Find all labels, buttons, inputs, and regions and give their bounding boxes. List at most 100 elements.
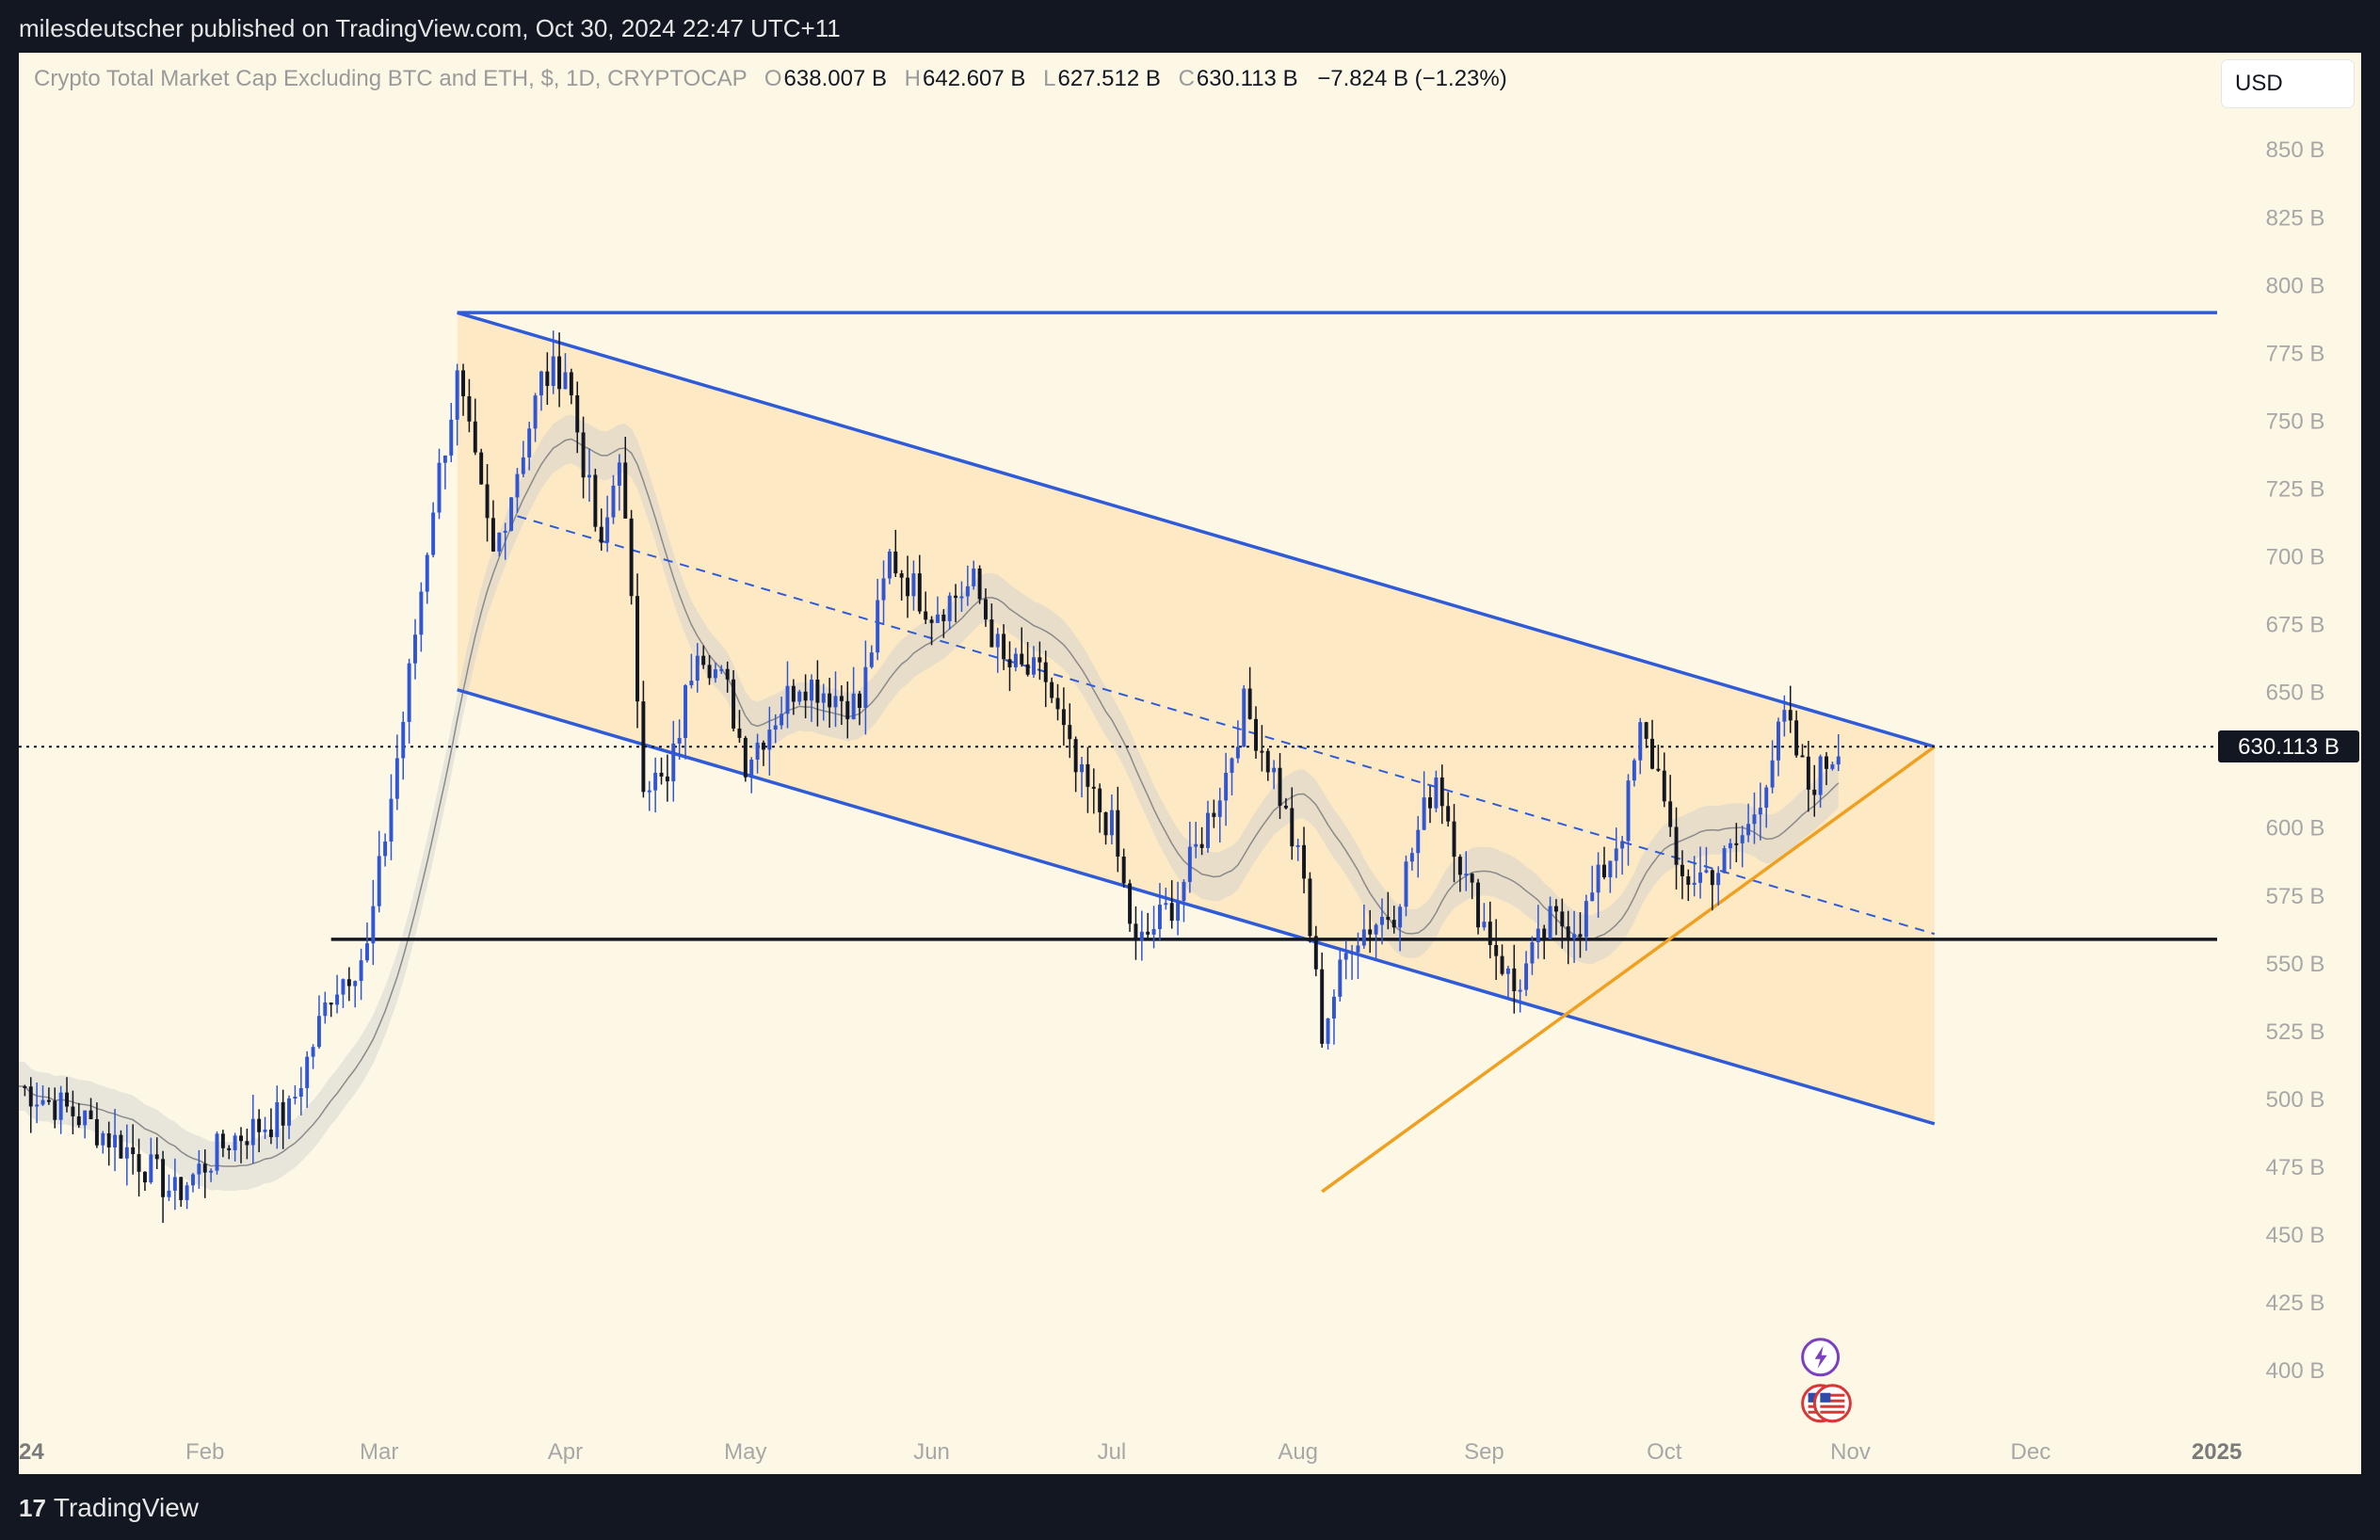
candle-body <box>1338 959 1343 997</box>
candle-body <box>377 856 381 906</box>
candle-body <box>851 693 856 720</box>
candle-body <box>1638 722 1643 761</box>
candle-body <box>293 1096 298 1099</box>
currency-button[interactable]: USD <box>2222 60 2354 107</box>
price-chart[interactable]: 850 B 825 B 800 B 775 B 750 B 725 B 700 B 675 B… <box>19 53 2361 1474</box>
candle-body <box>1404 861 1408 907</box>
us-flag-icon <box>1812 1384 1852 1423</box>
candle-body <box>906 577 910 597</box>
y-tick-label: 850 B <box>2266 137 2325 163</box>
candle-body <box>1409 853 1414 862</box>
candle-body <box>791 685 796 702</box>
candle-body <box>1182 881 1186 902</box>
x-tick-label: Mar <box>360 1439 398 1465</box>
candle-body <box>401 721 406 759</box>
candle-body <box>761 742 765 750</box>
candle-body <box>257 1118 262 1132</box>
y-tick-label: 800 B <box>2266 273 2325 298</box>
candle-body <box>497 532 502 552</box>
candle-body <box>899 573 904 578</box>
candle-body <box>869 652 874 667</box>
candle-body <box>1157 905 1162 929</box>
candle-body <box>551 356 555 387</box>
candle-body <box>707 665 712 679</box>
brand-name[interactable]: TradingView <box>53 1493 200 1522</box>
candle-body <box>1260 750 1264 753</box>
candle-body <box>1614 848 1618 861</box>
candle-body <box>1596 864 1600 893</box>
candle-body <box>263 1129 267 1132</box>
candle-body <box>743 737 748 778</box>
candle-body <box>364 943 369 961</box>
candle-body <box>929 619 934 623</box>
channel-upper <box>457 311 1936 748</box>
y-tick-label: 475 B <box>2266 1155 2325 1180</box>
candle-body <box>509 497 514 531</box>
candle-body <box>197 1163 201 1175</box>
candle-body <box>954 595 958 599</box>
candle-body <box>1398 906 1403 928</box>
candle-body <box>1247 688 1252 719</box>
candle-body <box>1668 801 1673 827</box>
x-tick-label: 2024 <box>19 1439 44 1465</box>
candle-body <box>629 518 634 597</box>
candle-body <box>959 596 964 599</box>
candle-body <box>329 1003 333 1005</box>
candle-body <box>797 691 802 702</box>
candle-body <box>1308 878 1312 937</box>
candle-body <box>1007 659 1012 667</box>
candle-body <box>1116 810 1120 857</box>
candle-body <box>1290 808 1295 847</box>
candle-body <box>1356 945 1360 953</box>
candle-body <box>1548 906 1552 939</box>
candle-body <box>1206 812 1210 848</box>
close-label: C <box>1178 66 1195 91</box>
candle-body <box>101 1133 105 1146</box>
candle-body <box>467 395 472 422</box>
candle-body <box>1758 807 1762 815</box>
y-tick-label: 525 B <box>2266 1019 2325 1045</box>
candle-body <box>755 742 760 760</box>
candle-body <box>737 728 742 738</box>
candle-body <box>887 551 892 579</box>
symbol-title: Crypto Total Market Cap Excluding BTC an… <box>34 66 748 91</box>
candle-body <box>1032 657 1036 675</box>
candle-body <box>1770 760 1775 788</box>
candle-body <box>1680 864 1684 876</box>
candle-body <box>1788 710 1793 721</box>
candle-body <box>1553 906 1558 912</box>
candle-body <box>1560 911 1565 927</box>
candle-body <box>1199 843 1204 848</box>
candle-body <box>1764 787 1769 808</box>
x-tick-label: Sep <box>1464 1439 1504 1465</box>
y-tick-label: 700 B <box>2266 545 2325 570</box>
candle-body <box>1446 806 1451 822</box>
y-tick-label: 400 B <box>2266 1358 2325 1384</box>
candle-body <box>461 370 466 396</box>
candle-body <box>250 1118 255 1146</box>
candle-body <box>185 1185 189 1200</box>
candle-body <box>1265 750 1270 773</box>
candle-body <box>984 599 988 620</box>
candle-body <box>239 1135 243 1142</box>
candle-body <box>845 700 850 720</box>
candle-body <box>1254 718 1258 751</box>
candle-body <box>1098 788 1102 812</box>
candle-body <box>1704 870 1709 873</box>
candle-body <box>335 994 340 1005</box>
candle-body <box>1091 786 1096 789</box>
candle-body <box>1368 929 1373 935</box>
candle-body <box>539 371 543 396</box>
candle-body <box>1836 756 1841 765</box>
candle-body <box>924 611 928 620</box>
high-label: H <box>904 66 921 91</box>
x-tick-label: Aug <box>1278 1439 1318 1465</box>
candle-body <box>1224 772 1229 801</box>
candle-body <box>1656 768 1661 771</box>
chart-area[interactable]: 850 B 825 B 800 B 775 B 750 B 725 B 700 B 675 B… <box>19 53 2361 1474</box>
y-tick-label: 575 B <box>2266 884 2325 909</box>
candle-body <box>1434 777 1439 809</box>
candle-body <box>1722 848 1727 874</box>
candle-body <box>1524 963 1529 990</box>
x-tick-label: Dec <box>2011 1439 2051 1465</box>
